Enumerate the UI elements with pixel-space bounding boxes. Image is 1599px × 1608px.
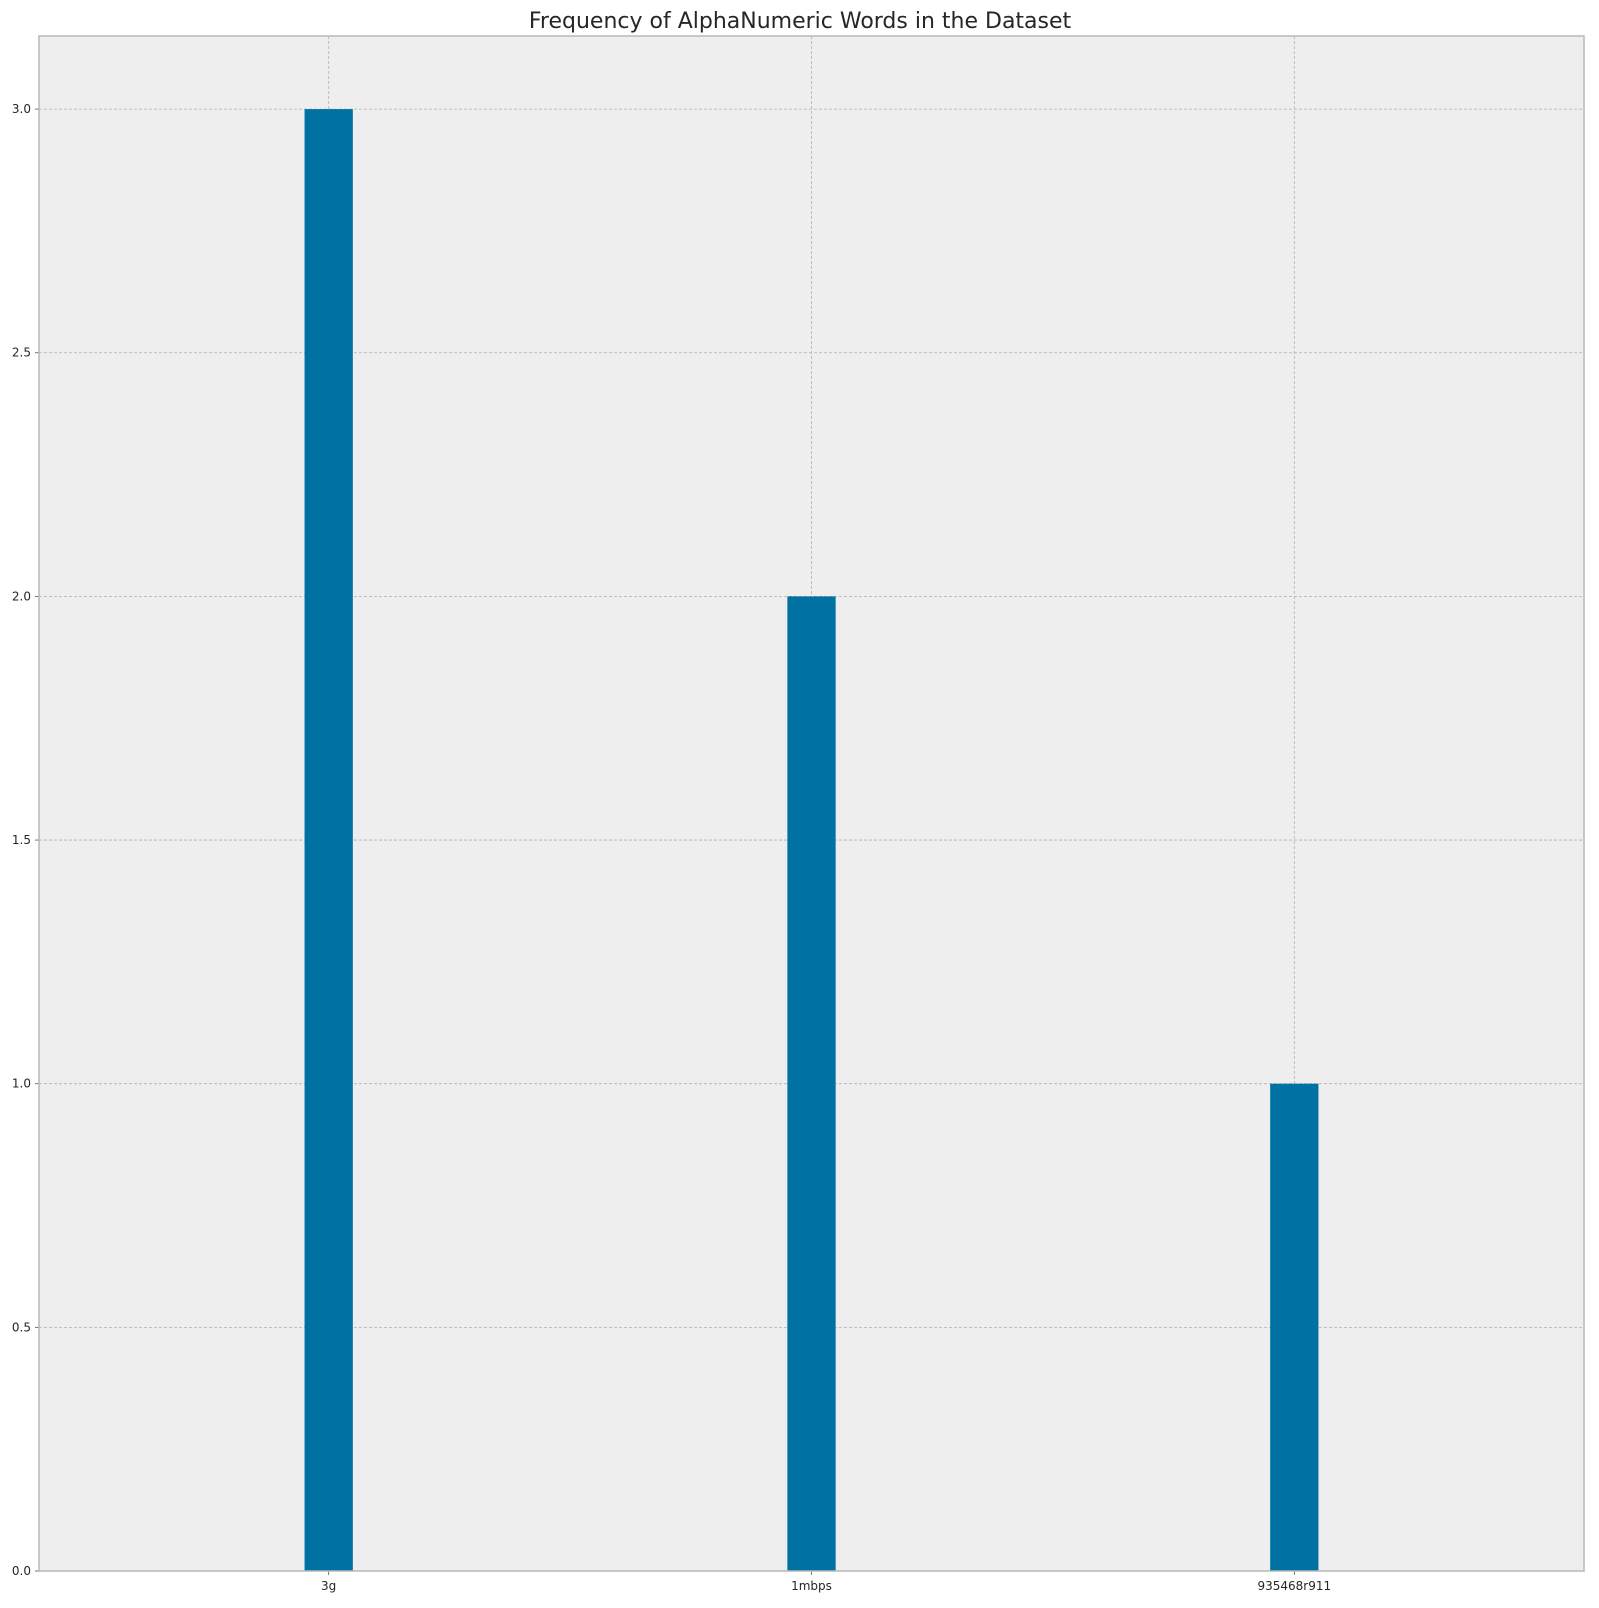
y-tick-label: 0.0: [12, 1564, 31, 1578]
y-tick-label: 1.5: [12, 833, 31, 847]
bar-3g: [304, 109, 353, 1572]
y-axis: 0.0 0.5 1.0 1.5 2.0 2.5 3.0: [12, 102, 39, 1578]
x-tick-label: 1mbps: [791, 1579, 832, 1593]
x-tick-label: 3g: [321, 1579, 336, 1593]
chart-title: Frequency of AlphaNumeric Words in the D…: [529, 9, 1072, 34]
plot-frame: [38, 35, 1585, 1572]
y-tick-label: 2.5: [12, 346, 31, 360]
y-tick-label: 1.0: [12, 1077, 31, 1091]
x-tick-label: 935468r911: [1257, 1579, 1331, 1593]
y-tick-label: 0.5: [12, 1320, 31, 1334]
x-axis: 3g 1mbps 935468r911: [321, 1571, 1331, 1593]
bar-1mbps: [787, 596, 836, 1571]
bar-935468r911: [1270, 1083, 1319, 1571]
y-tick-label: 2.0: [12, 589, 31, 603]
y-tick-label: 3.0: [12, 102, 31, 116]
bars: [304, 109, 1319, 1572]
